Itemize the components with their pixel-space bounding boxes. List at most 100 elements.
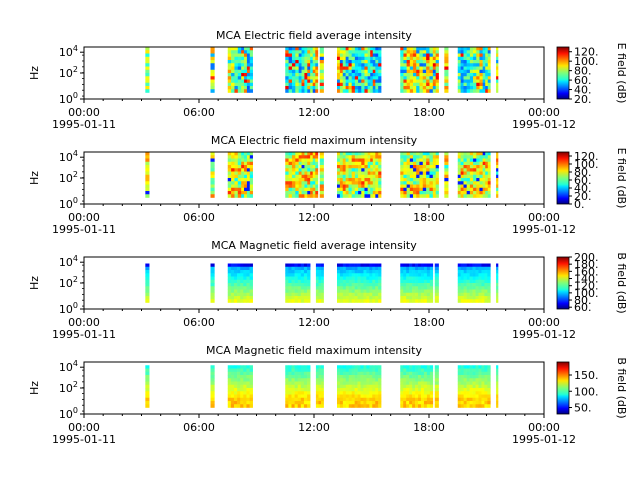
heatmap-cell [496, 155, 499, 159]
heatmap-cell [429, 368, 434, 373]
x-tick-label: 12:00 [298, 316, 330, 329]
heatmap-cell [321, 401, 324, 405]
heatmap-cell [496, 89, 499, 93]
heatmap-cell [366, 263, 370, 268]
heatmap-cell [463, 299, 467, 303]
heatmap-cell [233, 371, 238, 376]
heatmap-cell [372, 194, 376, 198]
heatmap-cell [315, 270, 319, 274]
heatmap-cell [422, 82, 427, 87]
heatmap-cell [312, 184, 316, 189]
heatmap-cell [403, 279, 407, 284]
heatmap-cell [409, 286, 413, 290]
heatmap-cell [429, 79, 434, 84]
heatmap-cell [337, 89, 341, 93]
heatmap-cell [237, 161, 242, 166]
y-axis-label: Hz [28, 171, 41, 185]
heatmap-cell [420, 401, 425, 405]
heatmap-cell [337, 168, 341, 172]
heatmap-cell [432, 171, 437, 176]
heatmap-cell [318, 401, 322, 405]
heatmap-cell [460, 289, 464, 294]
heatmap-cell [403, 397, 407, 402]
heatmap-cell [354, 296, 358, 300]
heatmap-cell [301, 73, 305, 77]
heatmap-cell [487, 161, 491, 166]
heatmap-cell [415, 378, 419, 382]
heatmap-cell [249, 292, 253, 297]
heatmap-cell [463, 82, 467, 87]
heatmap-cell [415, 401, 419, 405]
heatmap-cell [315, 368, 319, 373]
heatmap-cell [457, 181, 461, 185]
heatmap-cell [460, 86, 464, 90]
heatmap-cell [372, 155, 376, 159]
heatmap-cell [406, 378, 410, 382]
heatmap-cell [375, 171, 379, 176]
heatmap-cell [227, 155, 232, 159]
heatmap-cell [426, 286, 431, 290]
chart-panel-2: MCA Electric field maximum intensity1001… [28, 134, 628, 236]
heatmap-cell [246, 375, 250, 379]
heatmap-cell [342, 187, 346, 192]
heatmap-cell [237, 187, 242, 192]
heatmap-cell [406, 152, 411, 156]
heatmap-cell [288, 401, 292, 405]
heatmap-cell [294, 365, 298, 369]
heatmap-cell [345, 168, 349, 172]
heatmap-cell [288, 171, 293, 176]
heatmap-cell [237, 384, 241, 389]
heatmap-cell [244, 168, 248, 172]
heatmap-cell [463, 69, 467, 74]
heatmap-cell [145, 194, 150, 198]
heatmap-cell [435, 184, 439, 189]
heatmap-cell [345, 89, 349, 93]
x-tick-label: 00:00 [528, 316, 560, 329]
heatmap-cell [315, 273, 319, 277]
heatmap-cell [249, 378, 253, 382]
heatmap-cell [348, 273, 352, 277]
y-axis-label: Hz [28, 276, 41, 290]
heatmap-cell [434, 292, 439, 297]
heatmap-cell [339, 371, 344, 376]
heatmap-cell [315, 391, 319, 395]
heatmap-cell [476, 155, 480, 159]
heatmap-cell [210, 289, 215, 294]
heatmap-cell [361, 66, 365, 71]
heatmap-cell [307, 276, 311, 281]
heatmap-cell [288, 375, 292, 379]
heatmap-cell [435, 76, 439, 80]
heatmap-cell [237, 283, 241, 287]
heatmap-cell [240, 289, 244, 294]
heatmap-cell [285, 289, 289, 294]
heatmap-cell [496, 171, 499, 176]
colorbar-tick-label: 100. [574, 158, 599, 171]
heatmap-cell [337, 365, 341, 369]
heatmap-cell [227, 79, 232, 84]
heatmap-cell [288, 381, 292, 386]
heatmap-cell [482, 152, 486, 156]
heatmap-cell [227, 276, 232, 281]
heatmap-cell [415, 381, 419, 386]
heatmap-cell [307, 384, 311, 389]
heatmap-cell [294, 270, 298, 274]
heatmap-cell [337, 152, 341, 156]
heatmap-cell [378, 263, 382, 268]
heatmap-cell [481, 276, 485, 281]
colorbar-label: B field (dB) [615, 357, 628, 418]
heatmap-cell [342, 286, 347, 290]
heatmap-cell [301, 158, 305, 163]
heatmap-cell [496, 286, 499, 290]
heatmap-cell [363, 292, 367, 297]
heatmap-cell [432, 155, 437, 159]
heatmap-cell [457, 270, 462, 274]
heatmap-cell [210, 82, 215, 87]
heatmap-cell [496, 86, 499, 90]
heatmap-cell [484, 283, 488, 287]
heatmap-cell [310, 86, 314, 90]
heatmap-cell [354, 263, 358, 268]
heatmap-cell [484, 266, 488, 271]
heatmap-cell [298, 53, 302, 58]
heatmap-cell [315, 63, 319, 67]
heatmap-cell [145, 79, 150, 84]
